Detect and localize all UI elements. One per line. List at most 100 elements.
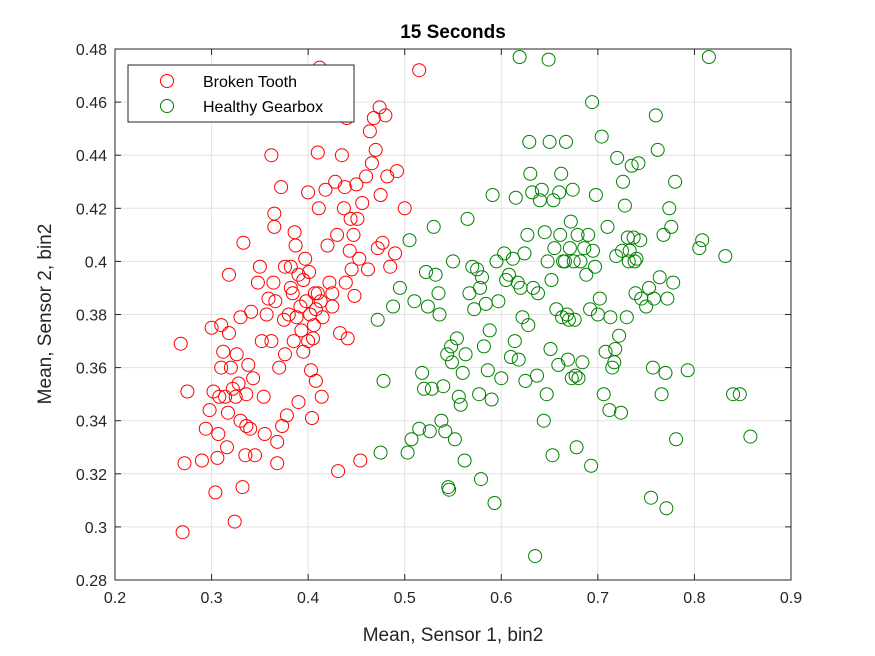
data-point — [436, 379, 451, 394]
data-point — [521, 318, 536, 333]
data-point — [281, 307, 296, 322]
data-point — [402, 233, 417, 248]
y-tick-label: 0.34 — [76, 414, 107, 431]
data-point — [248, 448, 262, 463]
data-point — [370, 241, 385, 256]
data-point — [596, 387, 611, 402]
data-point — [214, 360, 229, 375]
data-point — [571, 371, 586, 386]
data-point — [194, 453, 209, 468]
data-point — [559, 134, 573, 149]
legend-marker-healthy-gearbox — [160, 99, 174, 113]
data-point — [291, 395, 306, 410]
data-point — [422, 424, 437, 439]
data-point — [726, 387, 741, 402]
data-point — [584, 458, 599, 473]
data-point — [656, 227, 671, 242]
data-point — [225, 381, 240, 396]
data-point — [569, 440, 584, 455]
chart-title: 15 Seconds — [400, 22, 506, 43]
data-point — [541, 52, 556, 67]
data-point — [484, 392, 499, 407]
data-point — [581, 227, 596, 242]
data-point — [545, 448, 560, 463]
data-point — [743, 429, 758, 444]
data-point — [614, 405, 628, 420]
data-point — [648, 108, 663, 123]
data-point — [206, 384, 221, 399]
y-tick-label: 0.42 — [76, 201, 107, 218]
x-tick-label: 0.4 — [297, 590, 319, 607]
data-point — [573, 254, 588, 269]
data-point — [602, 403, 617, 418]
data-point — [438, 424, 453, 439]
x-tick-label: 0.6 — [490, 590, 512, 607]
data-point — [302, 265, 317, 279]
data-point — [420, 299, 435, 314]
data-point — [624, 158, 639, 173]
y-tick-label: 0.48 — [76, 42, 107, 59]
data-point — [639, 299, 654, 314]
data-point — [375, 235, 390, 250]
data-point — [308, 373, 323, 388]
data-point — [531, 286, 545, 301]
data-point — [621, 254, 636, 269]
data-point — [497, 246, 512, 261]
data-point — [256, 389, 271, 404]
data-point — [718, 249, 733, 264]
legend-marker-broken-tooth — [160, 74, 174, 88]
series-broken-tooth — [173, 60, 427, 540]
data-point — [238, 448, 253, 463]
data-point — [530, 368, 544, 383]
data-point — [220, 440, 234, 455]
data-point — [390, 164, 404, 179]
data-point — [407, 294, 422, 309]
data-point — [266, 275, 281, 290]
data-point — [474, 472, 488, 487]
data-point — [340, 331, 355, 346]
data-point — [325, 299, 340, 314]
data-point — [289, 310, 304, 325]
data-point — [378, 108, 393, 123]
data-point — [534, 182, 549, 197]
data-point — [346, 227, 361, 242]
data-point — [583, 302, 598, 317]
data-point — [283, 280, 298, 295]
data-point — [296, 273, 311, 287]
data-point — [344, 262, 359, 277]
data-point — [250, 275, 265, 290]
data-point — [198, 421, 213, 436]
data-point — [476, 339, 491, 354]
data-point — [254, 334, 269, 349]
data-point — [617, 198, 632, 213]
data-point — [652, 270, 667, 285]
data-point — [368, 142, 383, 157]
y-tick-label: 0.46 — [76, 95, 107, 112]
data-point — [612, 328, 627, 343]
data-point — [482, 323, 497, 338]
data-point — [419, 265, 433, 279]
data-point — [214, 318, 229, 333]
y-tick-label: 0.3 — [85, 520, 107, 537]
data-point — [233, 413, 248, 428]
x-axis-label: Mean, Sensor 1, bin2 — [363, 625, 544, 646]
data-point — [537, 225, 552, 240]
data-point — [428, 267, 443, 282]
data-point — [467, 302, 482, 317]
data-point — [366, 111, 381, 125]
data-point — [307, 286, 322, 301]
data-point — [444, 339, 459, 354]
data-point — [293, 299, 308, 314]
data-point — [586, 243, 600, 258]
data-point — [257, 427, 272, 441]
data-point — [404, 432, 419, 447]
data-point — [546, 193, 561, 208]
data-point — [210, 450, 225, 465]
data-point — [299, 294, 314, 309]
data-point — [494, 371, 509, 386]
data-point — [505, 251, 520, 266]
data-point — [288, 238, 303, 253]
data-point — [570, 227, 585, 242]
data-point — [455, 365, 470, 380]
